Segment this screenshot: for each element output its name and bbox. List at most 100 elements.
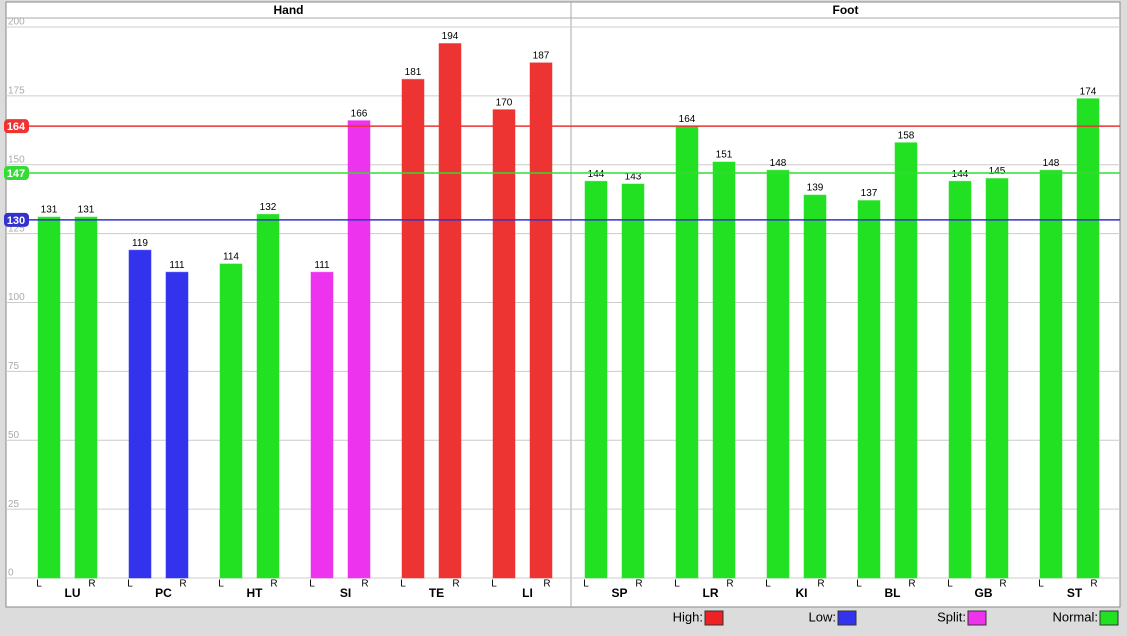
panel-title: Foot bbox=[833, 3, 859, 17]
bar bbox=[529, 62, 553, 579]
bar bbox=[219, 263, 243, 579]
y-tick-label: 100 bbox=[8, 292, 25, 303]
side-label: R bbox=[361, 579, 368, 590]
bar bbox=[985, 178, 1009, 579]
y-tick-label: 125 bbox=[8, 223, 25, 234]
y-tick-label: 25 bbox=[8, 499, 20, 510]
value-label: 174 bbox=[1080, 86, 1097, 97]
bar bbox=[165, 271, 189, 579]
side-label: L bbox=[491, 579, 497, 590]
reference-badge bbox=[4, 119, 29, 134]
bar bbox=[74, 216, 98, 579]
bar bbox=[438, 43, 462, 579]
legend-swatch bbox=[704, 610, 724, 626]
side-label: L bbox=[765, 579, 771, 590]
reference-label: 164 bbox=[7, 121, 26, 133]
bar bbox=[1076, 98, 1100, 579]
bar bbox=[675, 125, 699, 579]
side-label: L bbox=[218, 579, 224, 590]
bar bbox=[803, 194, 827, 579]
bar bbox=[894, 142, 918, 579]
side-label: R bbox=[270, 579, 277, 590]
side-label: R bbox=[88, 579, 95, 590]
value-label: 145 bbox=[989, 166, 1006, 177]
side-label: R bbox=[452, 579, 459, 590]
group-label: KI bbox=[796, 586, 808, 600]
bar bbox=[128, 249, 152, 579]
value-label: 137 bbox=[861, 188, 878, 199]
group-label: GB bbox=[975, 586, 993, 600]
value-label: 181 bbox=[405, 67, 422, 78]
value-label: 158 bbox=[898, 130, 915, 141]
plot-frame bbox=[5, 1, 1121, 608]
group-label: BL bbox=[885, 586, 901, 600]
side-label: R bbox=[635, 579, 642, 590]
value-label: 131 bbox=[41, 205, 58, 216]
side-label: L bbox=[127, 579, 133, 590]
side-label: L bbox=[309, 579, 315, 590]
legend-label: Low: bbox=[809, 609, 836, 624]
group-label: LU bbox=[65, 586, 81, 600]
legend-swatch bbox=[837, 610, 857, 626]
legend-label: Normal: bbox=[1052, 609, 1098, 624]
value-label: 151 bbox=[716, 150, 733, 161]
side-label: L bbox=[674, 579, 680, 590]
side-label: L bbox=[856, 579, 862, 590]
group-label: LR bbox=[703, 586, 719, 600]
side-label: L bbox=[1038, 579, 1044, 590]
bar bbox=[256, 213, 280, 579]
group-label: TE bbox=[429, 586, 444, 600]
value-label: 148 bbox=[770, 158, 787, 169]
bar bbox=[1039, 169, 1063, 579]
panel-title: Hand bbox=[274, 3, 304, 17]
group-label: SP bbox=[611, 586, 627, 600]
value-label: 139 bbox=[807, 183, 824, 194]
bar bbox=[37, 216, 61, 579]
y-tick-label: 150 bbox=[8, 154, 25, 165]
reference-label: 147 bbox=[7, 168, 25, 180]
bar bbox=[310, 271, 334, 579]
value-label: 170 bbox=[496, 97, 513, 108]
bar bbox=[347, 120, 371, 579]
value-label: 143 bbox=[625, 172, 642, 183]
y-tick-label: 75 bbox=[8, 361, 20, 372]
legend-swatch bbox=[967, 610, 987, 626]
side-label: L bbox=[36, 579, 42, 590]
value-label: 114 bbox=[223, 252, 239, 263]
side-label: L bbox=[400, 579, 406, 590]
group-label: LI bbox=[522, 586, 533, 600]
bar bbox=[712, 161, 736, 579]
side-label: L bbox=[583, 579, 589, 590]
bar bbox=[492, 109, 516, 579]
y-tick-label: 200 bbox=[8, 17, 25, 28]
value-label: 164 bbox=[679, 114, 696, 125]
group-label: SI bbox=[340, 586, 351, 600]
value-label: 131 bbox=[78, 205, 95, 216]
legend-label: High: bbox=[673, 609, 703, 624]
group-label: HT bbox=[247, 586, 264, 600]
bar bbox=[621, 183, 645, 579]
bar bbox=[584, 180, 608, 579]
side-label: R bbox=[179, 579, 186, 590]
bar bbox=[948, 180, 972, 579]
value-label: 119 bbox=[132, 238, 148, 249]
value-label: 166 bbox=[351, 108, 368, 119]
value-label: 111 bbox=[169, 260, 185, 271]
bar bbox=[401, 78, 425, 579]
y-tick-label: 175 bbox=[8, 86, 25, 97]
side-label: R bbox=[817, 579, 824, 590]
bar bbox=[766, 169, 790, 579]
value-label: 132 bbox=[260, 202, 277, 213]
legend-label: Split: bbox=[937, 609, 966, 624]
legend-swatch bbox=[1099, 610, 1119, 626]
bar bbox=[857, 200, 881, 579]
side-label: R bbox=[908, 579, 915, 590]
value-label: 194 bbox=[442, 31, 459, 42]
side-label: R bbox=[726, 579, 733, 590]
reference-badge bbox=[4, 212, 29, 227]
group-label: ST bbox=[1067, 586, 1083, 600]
side-label: L bbox=[947, 579, 953, 590]
y-tick-label: 50 bbox=[8, 430, 20, 441]
value-label: 187 bbox=[533, 50, 550, 61]
